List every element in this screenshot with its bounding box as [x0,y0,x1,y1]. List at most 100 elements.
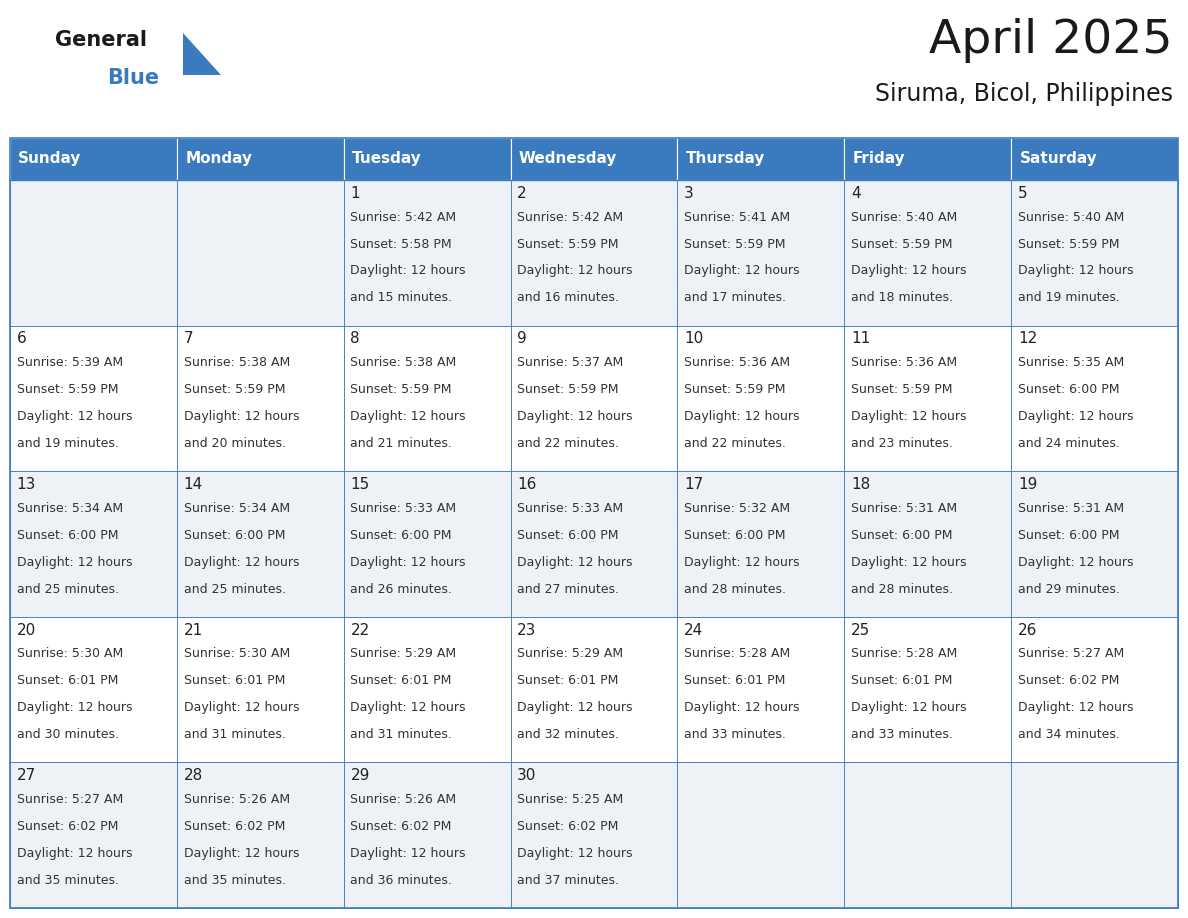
Text: and 28 minutes.: and 28 minutes. [684,583,786,596]
Bar [343,326,511,471]
Text: 13: 13 [17,477,36,492]
Bar [511,763,677,908]
Text: 20: 20 [17,622,36,638]
Bar [10,180,177,326]
Bar [343,180,511,326]
Text: Sunset: 6:00 PM: Sunset: 6:00 PM [183,529,285,542]
Bar [1011,617,1178,763]
Text: Daylight: 12 hours: Daylight: 12 hours [851,410,967,423]
Text: Sunset: 5:59 PM: Sunset: 5:59 PM [1018,238,1119,251]
Bar [10,326,177,471]
Text: Sunrise: 5:38 AM: Sunrise: 5:38 AM [183,356,290,369]
Bar [343,471,511,617]
Text: Sunset: 6:00 PM: Sunset: 6:00 PM [1018,383,1119,396]
Text: Sunset: 6:01 PM: Sunset: 6:01 PM [17,675,118,688]
Text: 11: 11 [851,331,870,346]
Bar [845,617,1011,763]
Bar [1011,326,1178,471]
Text: Sunrise: 5:40 AM: Sunrise: 5:40 AM [1018,210,1124,224]
Text: Daylight: 12 hours: Daylight: 12 hours [17,410,132,423]
Text: Sunrise: 5:35 AM: Sunrise: 5:35 AM [1018,356,1124,369]
Text: Sunrise: 5:27 AM: Sunrise: 5:27 AM [17,793,122,806]
Bar [177,138,343,180]
Text: Sunrise: 5:36 AM: Sunrise: 5:36 AM [851,356,958,369]
Text: Sunrise: 5:36 AM: Sunrise: 5:36 AM [684,356,790,369]
Bar [677,138,845,180]
Text: Sunday: Sunday [18,151,82,166]
Text: 18: 18 [851,477,870,492]
Bar [845,471,1011,617]
Text: and 35 minutes.: and 35 minutes. [183,874,285,887]
Text: Sunset: 5:59 PM: Sunset: 5:59 PM [684,238,785,251]
Text: and 16 minutes.: and 16 minutes. [517,291,619,305]
Text: and 36 minutes.: and 36 minutes. [350,874,453,887]
Text: 25: 25 [851,622,870,638]
Text: Sunrise: 5:41 AM: Sunrise: 5:41 AM [684,210,790,224]
Text: 26: 26 [1018,622,1037,638]
Text: and 24 minutes.: and 24 minutes. [1018,437,1120,450]
Bar [511,326,677,471]
Text: Sunrise: 5:34 AM: Sunrise: 5:34 AM [183,502,290,515]
Text: Daylight: 12 hours: Daylight: 12 hours [183,846,299,860]
Text: and 26 minutes.: and 26 minutes. [350,583,453,596]
Text: Sunrise: 5:39 AM: Sunrise: 5:39 AM [17,356,122,369]
Bar [845,180,1011,326]
Text: Sunrise: 5:28 AM: Sunrise: 5:28 AM [684,647,790,660]
Text: Sunset: 6:01 PM: Sunset: 6:01 PM [350,675,451,688]
Text: 4: 4 [851,185,860,201]
Text: 22: 22 [350,622,369,638]
Text: Sunset: 5:59 PM: Sunset: 5:59 PM [684,383,785,396]
Text: Daylight: 12 hours: Daylight: 12 hours [684,410,800,423]
Text: Daylight: 12 hours: Daylight: 12 hours [350,846,466,860]
Text: Daylight: 12 hours: Daylight: 12 hours [684,701,800,714]
Text: and 23 minutes.: and 23 minutes. [851,437,953,450]
Text: and 25 minutes.: and 25 minutes. [17,583,119,596]
Text: and 34 minutes.: and 34 minutes. [1018,728,1120,741]
Text: Daylight: 12 hours: Daylight: 12 hours [350,264,466,277]
Text: and 37 minutes.: and 37 minutes. [517,874,619,887]
Bar [10,471,177,617]
Bar [1011,180,1178,326]
Text: Daylight: 12 hours: Daylight: 12 hours [517,264,633,277]
Bar [845,326,1011,471]
Text: Wednesday: Wednesday [519,151,618,166]
Text: Daylight: 12 hours: Daylight: 12 hours [183,701,299,714]
Text: and 32 minutes.: and 32 minutes. [517,728,619,741]
Text: Sunrise: 5:42 AM: Sunrise: 5:42 AM [517,210,624,224]
Text: and 17 minutes.: and 17 minutes. [684,291,786,305]
Bar [343,617,511,763]
Bar [10,617,177,763]
Text: Sunrise: 5:37 AM: Sunrise: 5:37 AM [517,356,624,369]
Text: Monday: Monday [185,151,252,166]
Text: and 35 minutes.: and 35 minutes. [17,874,119,887]
Text: Sunset: 6:02 PM: Sunset: 6:02 PM [350,820,451,833]
Bar [511,471,677,617]
Text: and 27 minutes.: and 27 minutes. [517,583,619,596]
Text: 8: 8 [350,331,360,346]
Text: Daylight: 12 hours: Daylight: 12 hours [517,410,633,423]
Text: and 21 minutes.: and 21 minutes. [350,437,453,450]
Text: Sunrise: 5:31 AM: Sunrise: 5:31 AM [851,502,958,515]
Text: 27: 27 [17,768,36,783]
Text: 17: 17 [684,477,703,492]
Text: Sunset: 6:01 PM: Sunset: 6:01 PM [851,675,953,688]
Text: and 19 minutes.: and 19 minutes. [1018,291,1120,305]
Text: Sunrise: 5:42 AM: Sunrise: 5:42 AM [350,210,456,224]
Text: and 22 minutes.: and 22 minutes. [517,437,619,450]
Bar [511,180,677,326]
Bar [511,617,677,763]
Text: Sunrise: 5:32 AM: Sunrise: 5:32 AM [684,502,790,515]
Bar [677,180,845,326]
Text: Daylight: 12 hours: Daylight: 12 hours [684,555,800,568]
Bar [10,138,177,180]
Text: and 29 minutes.: and 29 minutes. [1018,583,1120,596]
Text: General: General [55,30,147,50]
Text: Sunset: 5:59 PM: Sunset: 5:59 PM [851,383,953,396]
Bar [10,763,177,908]
Bar [511,138,677,180]
Text: 3: 3 [684,185,694,201]
Text: Daylight: 12 hours: Daylight: 12 hours [1018,701,1133,714]
Text: Sunset: 6:01 PM: Sunset: 6:01 PM [183,675,285,688]
Text: Sunrise: 5:30 AM: Sunrise: 5:30 AM [183,647,290,660]
Text: Sunset: 6:01 PM: Sunset: 6:01 PM [684,675,785,688]
